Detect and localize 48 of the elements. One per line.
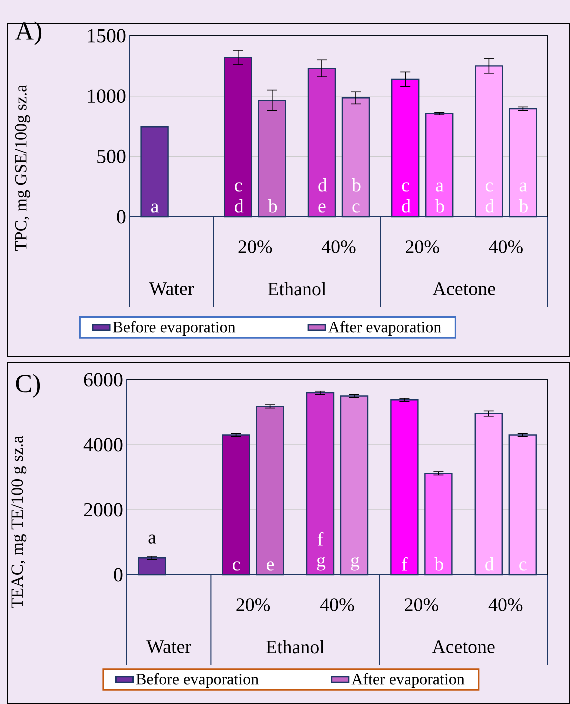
y-axis-title: TPC, mg GSE/100g sz.a (15, 85, 30, 252)
y-tick-label: 1000 (88, 90, 126, 104)
y-tick-label: 0 (114, 568, 123, 582)
data-label: c d (402, 182, 411, 213)
y-tick-label: 6000 (84, 373, 123, 387)
data-label: a b (519, 182, 528, 213)
y-tick-label: 4000 (84, 438, 123, 452)
y-tick-label: 1500 (88, 29, 126, 43)
chart-title: A) (16, 22, 42, 46)
text: Ethanol (266, 640, 325, 654)
data-label: b (434, 557, 444, 571)
x-tick-label: 40% (322, 240, 356, 254)
x-tick-label: 20% (406, 240, 440, 254)
data-label: a (148, 534, 156, 544)
data-label: c d (235, 182, 244, 213)
data-label: e (267, 562, 274, 571)
x-tick-label: 40% (320, 598, 354, 612)
chart-title: C) (16, 374, 40, 398)
text: Ethanol (268, 282, 326, 296)
text: Acetone (432, 282, 496, 296)
y-tick-label: 500 (98, 150, 126, 164)
text: Water (149, 282, 194, 296)
y-tick-label: 2000 (84, 503, 123, 517)
y-axis-title: TEAC, mg TE/100 g sz.a (12, 436, 27, 608)
x-tick-label: 20% (405, 598, 438, 612)
data-label: b c (352, 178, 361, 213)
x-tick-label: 20% (236, 598, 270, 612)
data-label: a b (436, 182, 444, 213)
y-tick-label: 0 (117, 210, 126, 224)
data-label: c (520, 562, 527, 571)
data-label: b (268, 199, 278, 213)
text: Acetone (432, 640, 495, 654)
data-label: f (402, 557, 408, 571)
text: Water (146, 640, 192, 654)
legend-label: After evaporation (352, 673, 465, 688)
data-label: f g (317, 532, 326, 571)
data-label: c (233, 562, 240, 571)
data-label: d e (318, 178, 328, 213)
data-label: a (151, 204, 159, 213)
data-label: c d (486, 182, 494, 213)
data-label: g (351, 556, 360, 571)
legend-label: After evaporation (328, 321, 442, 336)
legend-label: Before evaporation (136, 673, 259, 688)
data-label: d (486, 557, 494, 571)
x-tick-label: 40% (489, 240, 523, 254)
legend-label: Before evaporation (113, 321, 236, 336)
x-tick-label: 40% (488, 598, 523, 612)
x-tick-label: 20% (238, 240, 272, 254)
